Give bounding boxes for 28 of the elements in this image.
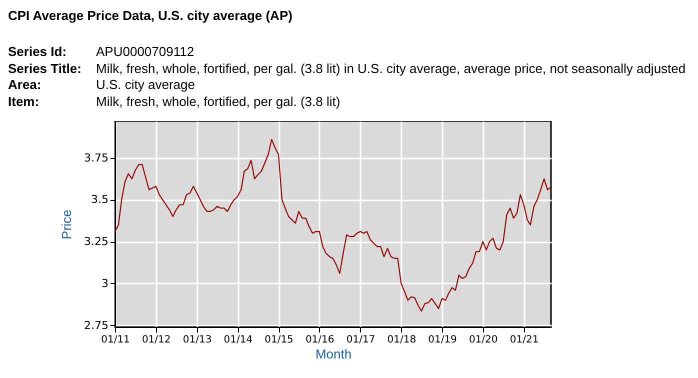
x-tick-label: 01/18 [387,334,416,346]
x-tick-label: 01/20 [468,334,498,346]
text: U.S. city average [96,77,195,94]
y-tick-label: 3.25 [84,235,108,248]
text: Series Title: [8,60,82,77]
x-tick-label: 01/17 [346,334,376,346]
text: APU0000709112 [96,44,194,60]
x-tick-label: 01/19 [428,334,457,346]
x-tick-label: 01/12 [142,334,171,346]
text: Area: [8,77,42,94]
x-tick-label: 01/11 [101,334,130,346]
x-tick-label: 01/15 [264,334,294,346]
chart-title: CPI Average Price Data, U.S. city average (AP) [8,8,292,23]
text: Series Id: [8,44,68,60]
x-tick-label: 01/21 [510,334,539,346]
text: Item: [8,94,40,110]
line-series [115,138,551,312]
y-axis-title: Price [59,210,74,240]
x-tick-label: 01/13 [182,334,212,346]
text: Milk, fresh, whole, fortified, per gal. (3.8 lit) in U.S. city average, average price, not seasonally adjusted [96,60,686,77]
text: Milk, fresh, whole, fortified, per gal. (3.8 lit) [96,94,340,110]
x-axis-title: Month [315,346,352,362]
y-tick-label: 2.75 [84,318,108,332]
x-tick-label: 01/16 [305,334,334,346]
y-tick-label: 3.75 [84,151,108,164]
x-tick-label: 01/14 [224,334,253,346]
y-tick-label: 3.5 [91,193,108,206]
y-tick-label: 3 [102,276,108,290]
